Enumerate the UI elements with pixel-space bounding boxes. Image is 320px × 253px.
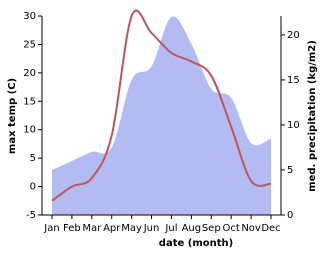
x-tick-label: Sep	[202, 223, 221, 234]
y-tick-label: 30	[23, 11, 36, 22]
y-tick-label: 10	[23, 125, 36, 136]
x-tick-label: Mar	[82, 223, 102, 234]
x-tick-label: Aug	[182, 223, 202, 234]
y2-tick-label: 5	[287, 165, 293, 176]
y2-axis-label: med. precipitation (kg/m2)	[307, 40, 318, 192]
y-tick-label: -5	[26, 210, 36, 221]
y2-tick-label: 15	[287, 75, 300, 86]
x-tick-label: Jul	[164, 223, 177, 234]
y2-tick-label: 20	[287, 30, 300, 41]
x-tick-label: May	[121, 223, 142, 234]
y-axis-label: max temp (C)	[7, 78, 18, 154]
temp-line	[51, 9, 272, 202]
x-tick-label: Jun	[143, 223, 160, 234]
y-tick-label: 0	[30, 182, 36, 193]
y-tick-label: 25	[23, 39, 36, 50]
x-axis-label: date (month)	[159, 238, 233, 249]
y2-tick-label: 10	[287, 120, 300, 131]
x-tick-label: Apr	[103, 223, 121, 234]
precip-area	[52, 16, 271, 216]
x-tick-label: Dec	[261, 223, 280, 234]
x-tick-label: Nov	[241, 223, 261, 234]
x-tick-label: Oct	[223, 223, 240, 234]
x-tick-label: Jan	[43, 223, 59, 234]
y2-tick-label: 0	[287, 210, 293, 221]
x-tick-label: Feb	[63, 223, 81, 234]
y-tick-label: 15	[23, 96, 36, 107]
y-tick-label: 20	[23, 68, 36, 79]
y-tick-label: 5	[30, 153, 36, 164]
